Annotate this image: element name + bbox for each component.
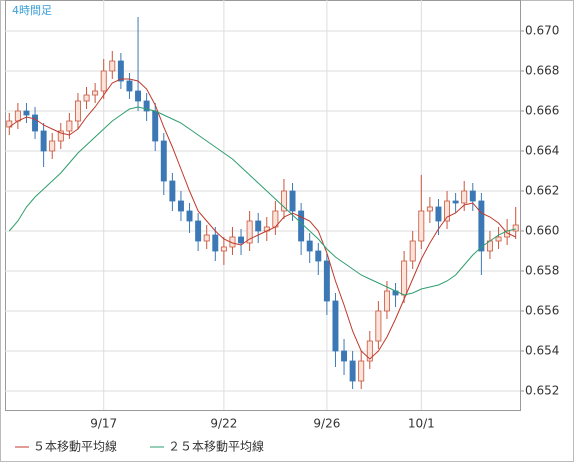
legend-label: ２５本移動平均線: [168, 439, 264, 454]
candle-body: [126, 80, 133, 92]
y-tick-label: 0.658: [525, 264, 559, 278]
candle-body: [74, 100, 81, 122]
candle-body: [195, 220, 202, 242]
candle-body: [435, 206, 442, 222]
candle-body: [315, 250, 322, 262]
candle-body: [341, 350, 348, 362]
candle-body: [349, 360, 356, 382]
y-tick-label: 0.662: [525, 184, 559, 198]
candle-body: [109, 60, 116, 72]
chart-title: 4時間足: [12, 4, 52, 17]
candle-body: [255, 220, 262, 232]
candle-body: [426, 206, 433, 212]
y-tick-label: 0.660: [525, 224, 559, 238]
candle-body: [177, 200, 184, 212]
x-tick-label: 9/17: [90, 417, 117, 431]
candle-body: [375, 310, 382, 342]
candle-body: [461, 190, 468, 204]
ma-line: [9, 78, 516, 360]
candle-body: [160, 140, 167, 182]
legend-label: ５本移動平均線: [33, 439, 117, 454]
candle-body: [495, 236, 502, 242]
candle-body: [452, 200, 459, 204]
candle-body: [203, 234, 210, 242]
candle-body: [298, 210, 305, 242]
candle-body: [383, 290, 390, 312]
candle-body: [469, 190, 476, 202]
candle-body: [409, 240, 416, 262]
candle-body: [143, 100, 150, 112]
candle-body: [83, 94, 90, 102]
candle-body: [478, 200, 485, 252]
candle-body: [32, 114, 39, 132]
plot-area: [5, 0, 521, 411]
candle-body: [246, 220, 253, 244]
candle-body: [186, 210, 193, 222]
candle-body: [100, 70, 107, 92]
y-tick-label: 0.668: [525, 64, 559, 78]
candle-body: [40, 130, 47, 152]
candle-body: [169, 180, 176, 202]
candle-body: [57, 130, 64, 142]
candle-body: [418, 210, 425, 242]
candle-body: [323, 260, 330, 302]
candle-body: [238, 236, 245, 244]
y-tick-label: 0.666: [525, 104, 559, 118]
candle-body: [280, 190, 287, 212]
candle-body: [358, 360, 365, 382]
candle-body: [289, 190, 296, 212]
candle-body: [92, 90, 99, 96]
candle-body: [117, 60, 124, 82]
candle-body: [23, 110, 30, 116]
candle-body: [332, 300, 339, 352]
candle-body: [66, 120, 73, 132]
x-tick-label: 9/22: [210, 417, 237, 431]
ma-line: [8, 106, 516, 296]
candle-body: [220, 246, 227, 252]
candle-body: [152, 110, 159, 142]
x-tick-label: 10/1: [408, 417, 435, 431]
candle-body: [512, 224, 519, 232]
x-tick-label: 9/26: [313, 417, 340, 431]
y-tick-label: 0.654: [525, 344, 559, 358]
candle-body: [401, 260, 408, 296]
candle-body: [135, 90, 142, 102]
y-tick-label: 0.652: [525, 384, 559, 398]
candle-body: [444, 200, 451, 222]
y-tick-label: 0.656: [525, 304, 559, 318]
candle-body: [366, 340, 373, 362]
candle-body: [49, 140, 56, 152]
candle-body: [14, 110, 21, 122]
y-tick-label: 0.664: [525, 144, 559, 158]
y-tick-label: 0.670: [525, 24, 559, 38]
candle-body: [212, 234, 219, 252]
candle-body: [306, 240, 313, 252]
